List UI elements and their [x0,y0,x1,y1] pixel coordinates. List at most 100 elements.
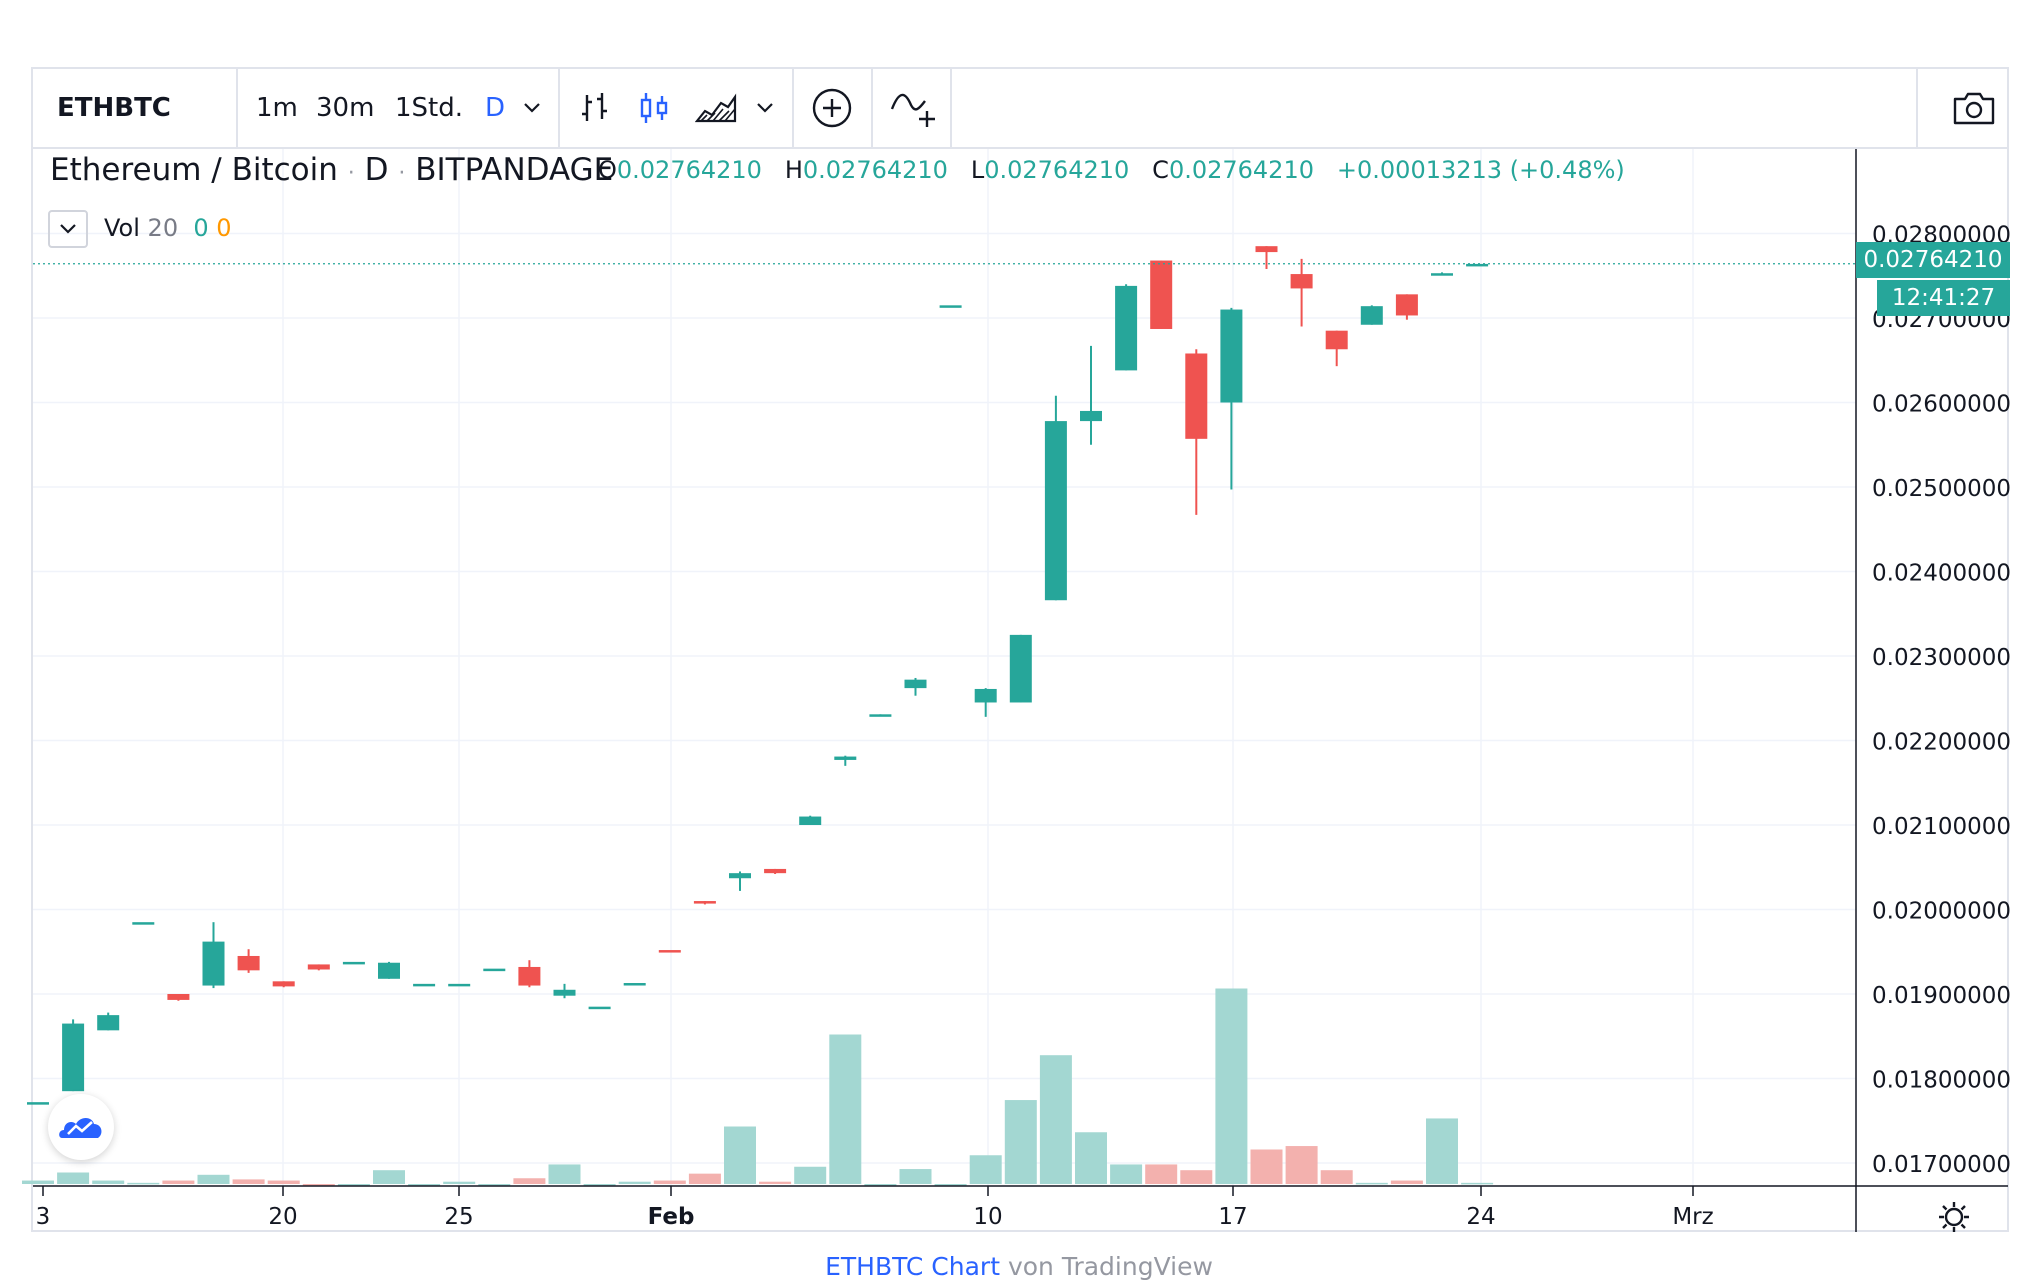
interval-1m-button[interactable]: 1m [256,93,298,123]
time-tick-label: 25 [444,1204,473,1230]
settings-button[interactable] [1937,1200,1971,1238]
volume-bar [618,1181,651,1184]
bar-style-button[interactable] [578,69,614,147]
candle-body [132,922,155,925]
time-tick-label: Feb [648,1204,695,1230]
candle-style-button[interactable] [637,69,673,147]
area-style-button[interactable] [695,69,737,147]
interval-d-button[interactable]: D [485,93,506,123]
interval-1h-button[interactable]: 1Std. [395,93,464,123]
candle-body [764,868,787,874]
close-value: 0.02764210 [1168,156,1314,184]
candle-body [693,901,716,904]
collapse-legend-button[interactable] [48,210,88,248]
candle-body [658,950,681,953]
candle-body [729,873,751,879]
compare-icon [890,93,935,127]
footer-text: von TradingView [1000,1252,1213,1281]
volume-bar [899,1169,932,1184]
tradingview-logo-icon [59,1118,102,1138]
volume-bar [1075,1132,1107,1184]
volume-bar [22,1180,54,1184]
candle-body [1185,353,1208,439]
high-label: H [784,156,803,184]
volume-bar [934,1184,967,1186]
time-tick-label: 17 [1218,1204,1247,1230]
candle-body [623,983,646,986]
candle-body [1080,410,1102,422]
symbol-label: ETHBTC [57,93,171,123]
time-tick-label: 20 [268,1204,297,1230]
candle-body [413,983,436,987]
candle-body [1325,330,1348,350]
candle-body [378,962,400,979]
screenshot-button[interactable] [1951,69,1997,147]
candle-body [1431,273,1453,276]
candle-body [1115,285,1138,371]
volume-bar [373,1170,405,1184]
candle-body [202,941,225,986]
volume-bar [197,1174,230,1184]
low-value: 0.02764210 [984,156,1130,184]
settings-icon [1939,1202,1969,1232]
volume-bar [162,1180,195,1184]
volume-bar [267,1180,300,1184]
time-tick-label: 24 [1466,1204,1495,1230]
time-tick-label: 10 [973,1204,1002,1230]
volume-bar [1039,1055,1072,1184]
volume-bar [759,1181,792,1184]
interval-30m-button[interactable]: 30m [316,93,375,123]
series-interval: D [364,152,389,188]
add-indicator-button[interactable] [811,69,853,147]
chart-style-dropdown-button[interactable] [756,69,774,147]
volume-bar [408,1184,441,1186]
volume-bar [1461,1182,1494,1185]
candle-body [1290,274,1313,289]
candle-body [1466,263,1489,267]
top-toolbar: ETHBTC 1m 30m 1Std. D [33,69,2007,149]
symbol-search-button[interactable]: ETHBTC [57,69,171,147]
candle-body [553,989,576,996]
open-value: 0.02764210 [616,156,762,184]
candle-body [588,1006,611,1010]
price-tick-label: 0.02100000 [1872,814,2011,840]
candle-body [904,679,927,689]
volume-bar [513,1178,546,1184]
volume-bar [688,1173,721,1184]
series-name: Ethereum / Bitcoin [50,152,338,188]
volume-bar [1145,1164,1178,1184]
volume-bar [1004,1100,1037,1184]
add-indicator-icon [812,88,852,128]
low-label: L [970,156,985,184]
volume-value-up: 0 [193,214,209,242]
volume-bar [1320,1170,1353,1184]
candle-body [237,955,260,971]
candle-body [518,966,541,986]
price-tick-label: 0.02500000 [1872,476,2011,502]
compare-button[interactable] [889,69,939,147]
interval-dropdown-button[interactable] [523,69,541,147]
volume-label: Vol [104,214,140,242]
candles [27,246,1489,1105]
volume-bar [653,1180,686,1184]
volume-legend: Vol 20 0 0 [104,214,232,242]
price-tick-label: 0.02300000 [1872,645,2011,671]
footer-brand-link[interactable]: ETHBTC Chart [825,1252,1001,1281]
volume-bar [864,1184,897,1186]
tradingview-logo[interactable] [48,1094,114,1160]
candle-body [167,994,190,1000]
candle-body [1395,294,1418,316]
candle-body [342,961,365,965]
volume-bar [443,1181,476,1184]
legend-separator: · [347,161,355,186]
area-chart-icon [695,93,737,123]
candle-body [799,816,822,825]
volume-bar [794,1166,827,1184]
candle-body [1220,309,1243,403]
candle-body [1150,260,1173,329]
series-title: Ethereum / Bitcoin · D · BITPANDAGE [50,152,613,188]
footer-credit: ETHBTC Chart von TradingView [0,1252,2038,1281]
last-price-badge: 0.02764210 [1856,242,2010,278]
candle-body [1255,246,1278,253]
